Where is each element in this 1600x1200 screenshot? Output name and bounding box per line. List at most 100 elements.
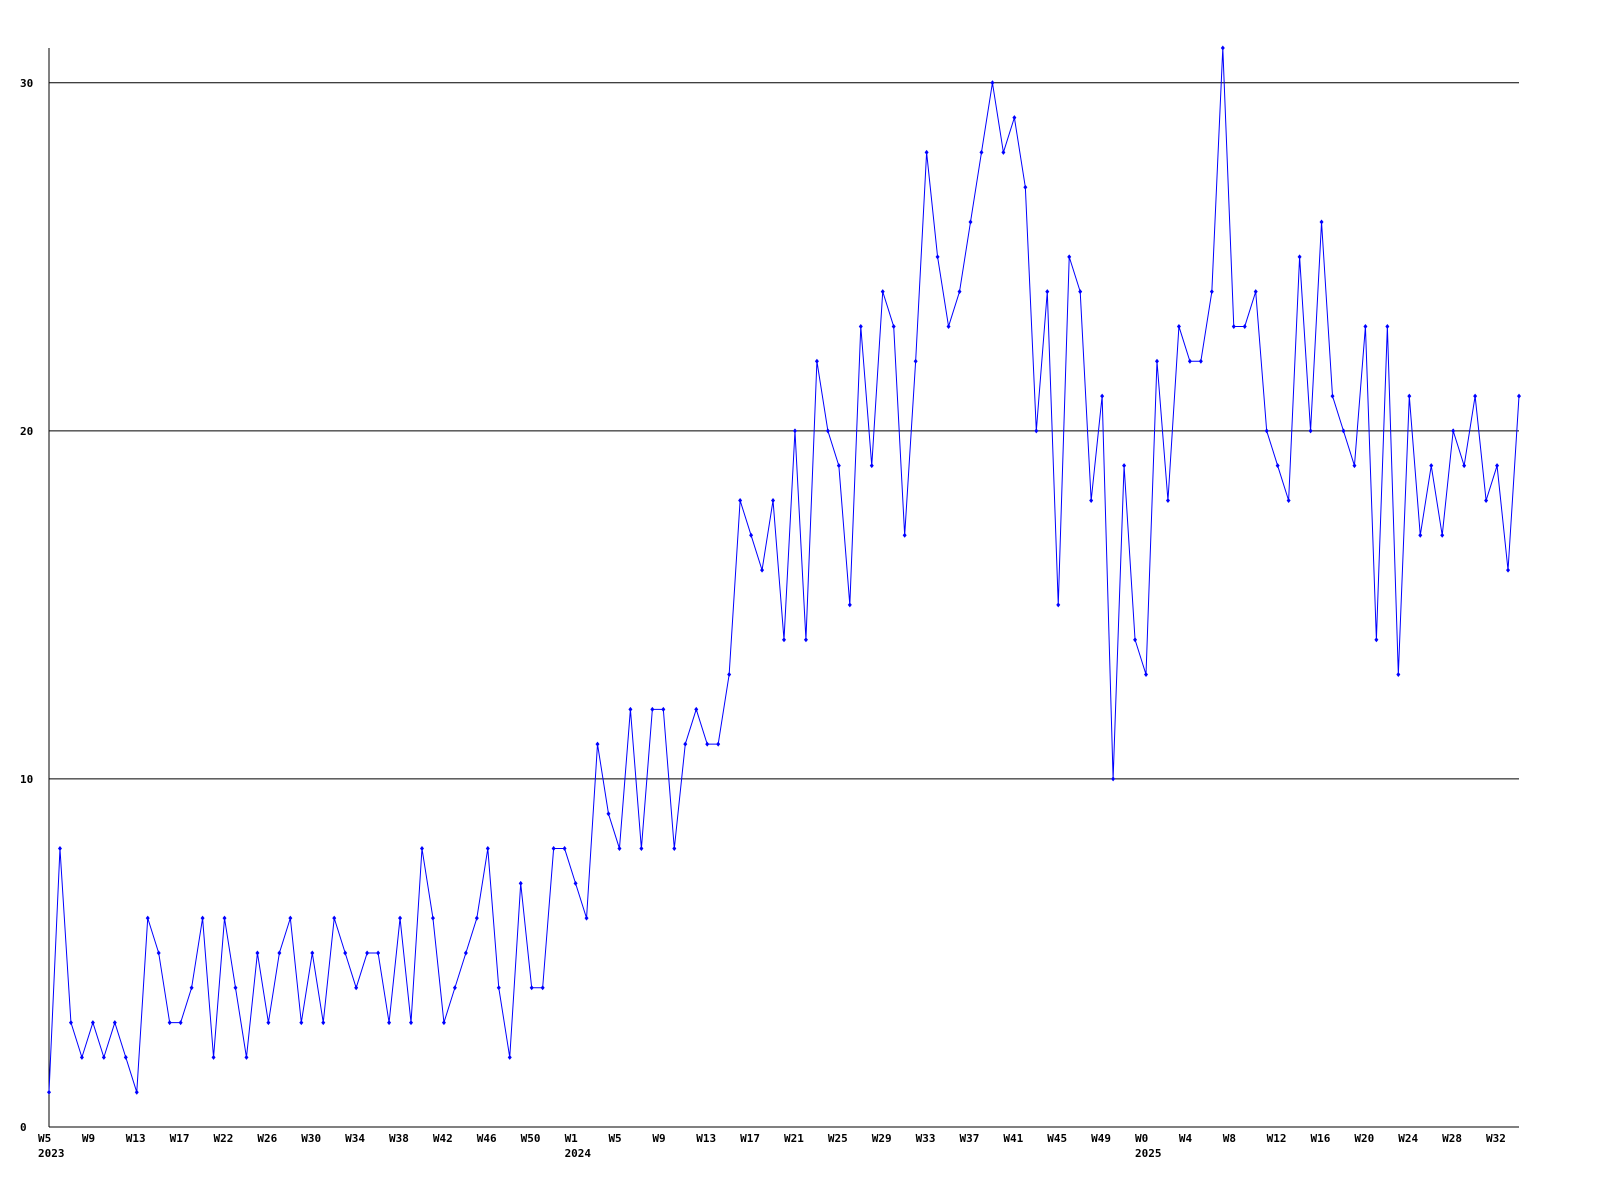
x-tick-label: W17 bbox=[170, 1132, 190, 1145]
data-point bbox=[123, 1054, 128, 1060]
data-point bbox=[957, 289, 962, 295]
data-point bbox=[178, 1020, 183, 1026]
data-point bbox=[771, 497, 776, 503]
x-tick-label: W28 bbox=[1442, 1132, 1462, 1145]
data-point bbox=[266, 1020, 271, 1026]
data-point bbox=[595, 741, 600, 747]
data-point bbox=[661, 706, 666, 712]
x-tick-label: W9 bbox=[82, 1132, 95, 1145]
data-point bbox=[551, 846, 556, 852]
data-point bbox=[145, 915, 150, 921]
x-tick-label: W1 bbox=[565, 1132, 579, 1145]
data-point bbox=[1275, 463, 1280, 469]
x-tick-label: W17 bbox=[740, 1132, 760, 1145]
y-tick-label: 0 bbox=[20, 1121, 27, 1134]
data-point bbox=[1154, 358, 1159, 364]
x-tick-label: W41 bbox=[1003, 1132, 1023, 1145]
data-point bbox=[584, 915, 589, 921]
data-point bbox=[1330, 393, 1335, 399]
x-tick-label: W12 bbox=[1267, 1132, 1287, 1145]
data-point bbox=[1396, 672, 1401, 678]
x-tick-label: W22 bbox=[214, 1132, 234, 1145]
data-point bbox=[1429, 463, 1434, 469]
x-tick-label: W34 bbox=[345, 1132, 365, 1145]
data-point bbox=[1451, 428, 1456, 434]
x-tick-label: W32 bbox=[1486, 1132, 1506, 1145]
x-tick-label: W5 bbox=[38, 1132, 51, 1145]
data-point bbox=[255, 950, 260, 956]
data-point bbox=[1023, 184, 1028, 190]
x-tick-label: W29 bbox=[872, 1132, 892, 1145]
data-point bbox=[1319, 219, 1324, 225]
data-point bbox=[156, 950, 161, 956]
data-point bbox=[288, 915, 293, 921]
data-point bbox=[847, 602, 852, 608]
data-point bbox=[1352, 463, 1357, 469]
data-point bbox=[562, 846, 567, 852]
data-point bbox=[738, 497, 743, 503]
data-point bbox=[1440, 532, 1445, 538]
x-year-label: 2024 bbox=[565, 1147, 592, 1160]
x-tick-label: W16 bbox=[1311, 1132, 1331, 1145]
x-tick-label: W42 bbox=[433, 1132, 453, 1145]
x-tick-label: W8 bbox=[1223, 1132, 1236, 1145]
data-point bbox=[935, 254, 940, 260]
data-point bbox=[606, 811, 611, 817]
data-point bbox=[836, 463, 841, 469]
data-point bbox=[1374, 637, 1379, 643]
data-point bbox=[354, 985, 359, 991]
data-point bbox=[1308, 428, 1313, 434]
x-tick-label: W30 bbox=[301, 1132, 321, 1145]
data-point bbox=[1517, 393, 1521, 399]
data-point bbox=[683, 741, 688, 747]
data-point bbox=[672, 846, 677, 852]
data-point bbox=[430, 915, 435, 921]
x-tick-label: W0 bbox=[1135, 1132, 1148, 1145]
x-tick-label: W25 bbox=[828, 1132, 848, 1145]
x-tick-label: W45 bbox=[1047, 1132, 1067, 1145]
data-point bbox=[1111, 776, 1116, 782]
x-tick-label: W50 bbox=[521, 1132, 541, 1145]
data-point bbox=[518, 880, 523, 886]
data-point bbox=[1418, 532, 1423, 538]
data-point bbox=[1144, 672, 1149, 678]
data-point bbox=[1165, 497, 1170, 503]
x-year-label: 2023 bbox=[38, 1147, 65, 1160]
data-point bbox=[1122, 463, 1127, 469]
data-point bbox=[1242, 323, 1247, 329]
data-point bbox=[189, 985, 194, 991]
data-point bbox=[1297, 254, 1302, 260]
data-point bbox=[1045, 289, 1050, 295]
data-point bbox=[628, 706, 633, 712]
y-tick-label: 30 bbox=[20, 77, 33, 90]
data-point bbox=[1220, 45, 1225, 51]
data-point bbox=[47, 1089, 51, 1095]
data-point bbox=[496, 985, 501, 991]
data-point bbox=[244, 1054, 249, 1060]
data-point bbox=[452, 985, 457, 991]
data-point bbox=[79, 1054, 84, 1060]
data-point bbox=[1056, 602, 1061, 608]
data-point bbox=[979, 149, 984, 155]
data-point bbox=[902, 532, 907, 538]
data-point bbox=[529, 985, 534, 991]
y-tick-label: 20 bbox=[20, 425, 33, 438]
data-point bbox=[1012, 115, 1017, 121]
data-point bbox=[332, 915, 337, 921]
data-point bbox=[705, 741, 710, 747]
data-point bbox=[1231, 323, 1236, 329]
data-point bbox=[1176, 323, 1181, 329]
data-point bbox=[1133, 637, 1138, 643]
data-point bbox=[1089, 497, 1094, 503]
data-point bbox=[200, 915, 205, 921]
data-point bbox=[376, 950, 381, 956]
x-tick-label: W5 bbox=[608, 1132, 621, 1145]
data-point bbox=[891, 323, 896, 329]
data-point bbox=[1034, 428, 1039, 434]
data-point bbox=[463, 950, 468, 956]
x-year-label: 2025 bbox=[1135, 1147, 1162, 1160]
x-tick-label: W37 bbox=[959, 1132, 979, 1145]
data-point bbox=[68, 1020, 73, 1026]
data-line bbox=[48, 47, 1520, 1093]
